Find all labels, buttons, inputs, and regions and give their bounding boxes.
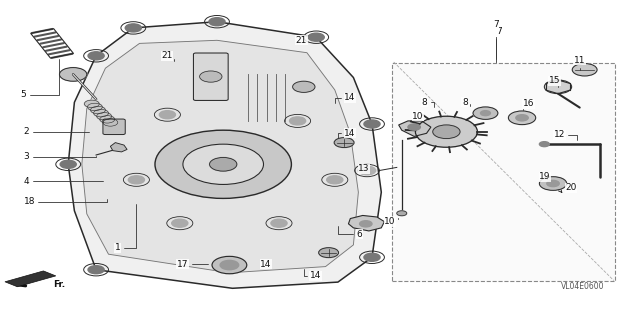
Circle shape (200, 71, 222, 82)
Text: 7: 7 (493, 20, 499, 29)
Circle shape (539, 142, 549, 147)
Text: 8: 8 (422, 98, 434, 107)
Text: VL04E0600: VL04E0600 (561, 282, 604, 291)
Circle shape (547, 180, 559, 187)
Text: 5: 5 (20, 59, 59, 99)
Circle shape (84, 100, 99, 108)
Circle shape (433, 125, 460, 139)
Circle shape (94, 109, 108, 117)
Polygon shape (68, 22, 381, 288)
Circle shape (334, 138, 354, 148)
Text: 17: 17 (177, 259, 208, 269)
Circle shape (97, 113, 112, 120)
Text: 6: 6 (338, 226, 362, 239)
Circle shape (508, 111, 536, 125)
Text: 21: 21 (161, 51, 174, 61)
Circle shape (415, 116, 477, 147)
Text: 18: 18 (24, 197, 107, 206)
Circle shape (88, 266, 104, 274)
Circle shape (60, 68, 87, 81)
Circle shape (358, 166, 376, 175)
Circle shape (271, 219, 287, 227)
Circle shape (128, 176, 144, 184)
Text: 2: 2 (24, 127, 89, 136)
Text: 12: 12 (554, 130, 577, 140)
Text: 10: 10 (412, 112, 427, 121)
Circle shape (210, 157, 237, 171)
Circle shape (91, 106, 105, 114)
Circle shape (172, 219, 188, 227)
Circle shape (408, 124, 420, 130)
Circle shape (327, 176, 343, 184)
Text: 15: 15 (549, 76, 560, 87)
Circle shape (100, 116, 115, 123)
Circle shape (539, 177, 567, 190)
FancyBboxPatch shape (103, 119, 125, 135)
Circle shape (159, 111, 175, 119)
Circle shape (397, 211, 407, 216)
Circle shape (516, 115, 528, 121)
Text: 3: 3 (24, 152, 96, 161)
Text: eReplacementParts.com: eReplacementParts.com (151, 158, 295, 171)
Text: 14: 14 (304, 269, 321, 281)
Text: 1: 1 (115, 204, 136, 253)
Circle shape (87, 103, 102, 111)
Circle shape (220, 260, 239, 270)
Circle shape (360, 221, 372, 227)
Circle shape (209, 18, 225, 26)
Text: 20: 20 (562, 183, 577, 192)
FancyBboxPatch shape (392, 63, 615, 281)
Polygon shape (348, 215, 384, 231)
Text: 11: 11 (574, 56, 585, 70)
Circle shape (544, 80, 572, 94)
Circle shape (364, 120, 380, 128)
Text: 8: 8 (462, 98, 470, 107)
Circle shape (319, 248, 339, 258)
FancyBboxPatch shape (193, 53, 228, 100)
Circle shape (155, 130, 291, 198)
Text: 14: 14 (335, 93, 355, 103)
Text: Fr.: Fr. (53, 280, 65, 289)
Text: 10: 10 (384, 217, 398, 226)
Circle shape (183, 144, 264, 184)
Circle shape (473, 107, 498, 119)
Polygon shape (399, 121, 431, 136)
Text: 7: 7 (496, 26, 502, 59)
Circle shape (88, 52, 104, 60)
Polygon shape (110, 143, 127, 152)
Text: 13: 13 (358, 164, 370, 174)
Circle shape (212, 256, 247, 274)
Circle shape (364, 253, 380, 261)
Circle shape (480, 111, 490, 116)
Circle shape (308, 33, 324, 41)
Text: 16: 16 (523, 99, 534, 110)
Text: 21: 21 (294, 36, 307, 45)
Text: 4: 4 (24, 177, 103, 186)
Circle shape (103, 119, 118, 126)
Circle shape (290, 117, 306, 125)
Text: 14: 14 (260, 256, 272, 269)
Polygon shape (5, 271, 56, 287)
Circle shape (293, 81, 315, 92)
Text: 14: 14 (338, 129, 355, 138)
Polygon shape (82, 40, 358, 273)
Circle shape (60, 160, 76, 168)
Circle shape (125, 24, 141, 32)
Circle shape (572, 64, 597, 76)
Text: 19: 19 (539, 172, 551, 181)
